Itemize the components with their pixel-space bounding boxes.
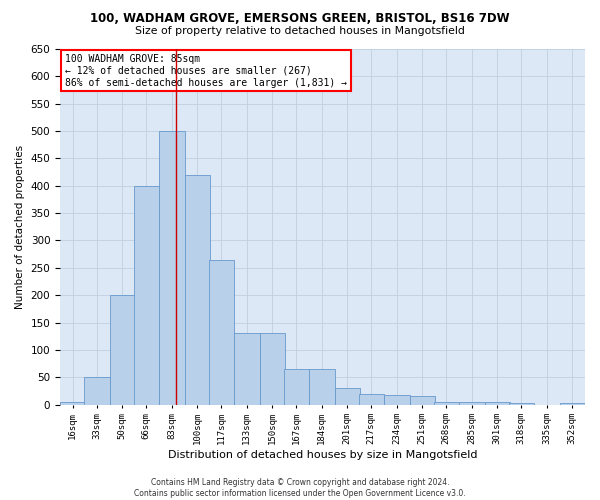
Text: Size of property relative to detached houses in Mangotsfield: Size of property relative to detached ho…	[135, 26, 465, 36]
Bar	[110, 295, 135, 405]
Bar	[209, 260, 234, 404]
Bar	[485, 402, 510, 404]
Bar	[134, 186, 159, 404]
Bar	[234, 334, 260, 404]
Text: 100 WADHAM GROVE: 85sqm
← 12% of detached houses are smaller (267)
86% of semi-d: 100 WADHAM GROVE: 85sqm ← 12% of detache…	[65, 54, 347, 88]
Y-axis label: Number of detached properties: Number of detached properties	[15, 144, 25, 309]
Bar	[159, 131, 185, 404]
Text: 100, WADHAM GROVE, EMERSONS GREEN, BRISTOL, BS16 7DW: 100, WADHAM GROVE, EMERSONS GREEN, BRIST…	[90, 12, 510, 26]
Bar	[509, 403, 534, 404]
Bar	[459, 402, 485, 404]
Bar	[384, 394, 410, 404]
Bar	[335, 388, 360, 404]
Bar	[185, 175, 210, 404]
X-axis label: Distribution of detached houses by size in Mangotsfield: Distribution of detached houses by size …	[168, 450, 477, 460]
Text: Contains HM Land Registry data © Crown copyright and database right 2024.
Contai: Contains HM Land Registry data © Crown c…	[134, 478, 466, 498]
Bar	[60, 402, 86, 404]
Bar	[260, 334, 285, 404]
Bar	[309, 369, 335, 404]
Bar	[434, 402, 459, 404]
Bar	[84, 377, 110, 404]
Bar	[284, 369, 309, 404]
Bar	[410, 396, 435, 404]
Bar	[359, 394, 384, 404]
Bar	[560, 403, 585, 404]
